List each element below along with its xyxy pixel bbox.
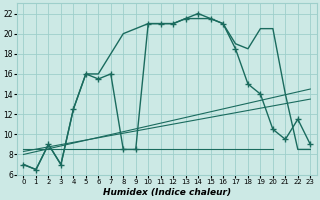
- X-axis label: Humidex (Indice chaleur): Humidex (Indice chaleur): [103, 188, 231, 197]
